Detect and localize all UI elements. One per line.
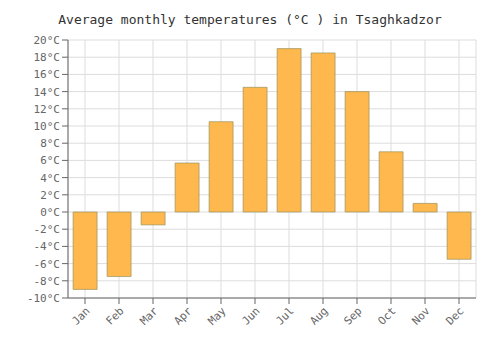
svg-text:Jun: Jun (239, 304, 262, 327)
svg-text:Jan: Jan (69, 304, 92, 327)
svg-text:8°C: 8°C (40, 137, 60, 150)
svg-text:4°C: 4°C (40, 172, 60, 185)
svg-text:-10°C: -10°C (27, 292, 60, 305)
svg-text:-4°C: -4°C (34, 240, 61, 253)
svg-text:May: May (205, 304, 229, 328)
svg-text:-6°C: -6°C (34, 258, 61, 271)
svg-text:-8°C: -8°C (34, 275, 61, 288)
svg-text:Sep: Sep (341, 304, 364, 327)
svg-text:Nov: Nov (409, 304, 433, 328)
svg-text:Dec: Dec (443, 304, 466, 327)
svg-text:16°C: 16°C (34, 68, 61, 81)
svg-text:Apr: Apr (171, 304, 195, 328)
svg-text:2°C: 2°C (40, 189, 60, 202)
svg-text:-2°C: -2°C (34, 223, 61, 236)
svg-text:Mar: Mar (137, 304, 161, 328)
svg-text:20°C: 20°C (34, 34, 61, 47)
svg-text:10°C: 10°C (34, 120, 61, 133)
svg-text:6°C: 6°C (40, 154, 60, 167)
svg-text:18°C: 18°C (34, 51, 61, 64)
html-text:Average monthly temperatures (: Average monthly temperatures (°C ) in Ts… (58, 12, 442, 27)
svg-text:0°C: 0°C (40, 206, 60, 219)
svg-text:Aug: Aug (307, 304, 330, 327)
svg-text:Feb: Feb (103, 304, 126, 327)
svg-text:14°C: 14°C (34, 86, 61, 99)
svg-text:12°C: 12°C (34, 103, 61, 116)
svg-text:Jul: Jul (273, 304, 296, 327)
svg-text:Oct: Oct (375, 304, 398, 327)
